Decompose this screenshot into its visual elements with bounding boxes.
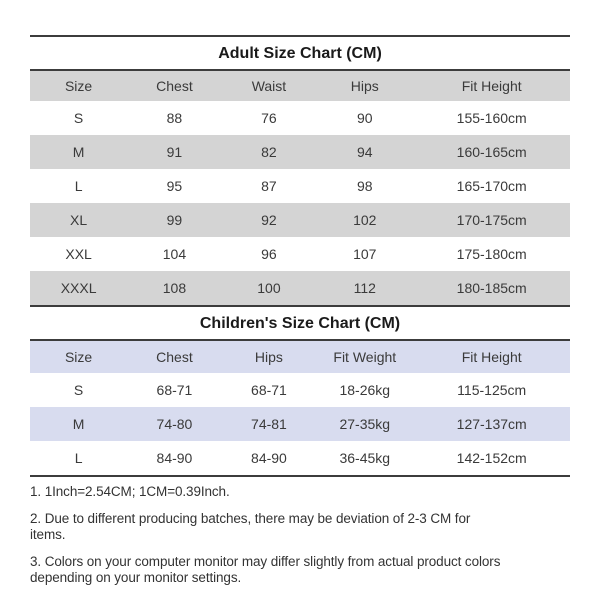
size-cell: 88 <box>166 110 183 126</box>
size-cell: M <box>30 135 128 169</box>
size-cell: 107 <box>353 246 377 262</box>
adult-size-table: Size Chest Waist Hips Fit Height S 88 76 90 155-… <box>30 69 570 307</box>
children-size-table: Size Chest Hips Fit Weight Fit Height S 68-71… <box>30 339 570 477</box>
size-cell: 84-90 <box>156 450 193 466</box>
column-header: Waist <box>221 70 317 101</box>
size-cell: 94 <box>316 135 414 169</box>
size-cell: 76 <box>261 110 277 126</box>
size-cell: 74-80 <box>127 407 222 441</box>
size-cell: 170-175cm <box>413 203 570 237</box>
size-cell: 180-185cm <box>413 271 570 306</box>
size-row: M 74-80 74-81 27-35kg 127-137cm <box>30 407 570 441</box>
footnote: 3. Colors on your computer monitor may d… <box>30 554 570 586</box>
footnote: 1. 1Inch=2.54CM; 1CM=0.39Inch. <box>30 484 570 500</box>
size-cell: 115-125cm <box>457 382 527 398</box>
size-row: S 88 76 90 155-160cm <box>30 101 570 135</box>
size-row: XL 99 92 102 170-175cm <box>30 203 570 237</box>
size-cell: 104 <box>162 246 187 262</box>
size-row: M 91 82 94 160-165cm <box>30 135 570 169</box>
footnotes: 1. 1Inch=2.54CM; 1CM=0.39Inch. 2. Due to … <box>30 477 570 586</box>
size-cell: 160-165cm <box>413 135 570 169</box>
size-cell: 74-81 <box>221 407 317 441</box>
size-cell: 99 <box>127 203 222 237</box>
adult-table-header: Size Chest Waist Hips Fit Height <box>30 70 570 101</box>
footnote-line: 2. Due to different producing batches, t… <box>30 511 471 526</box>
size-cell: 98 <box>356 178 373 194</box>
size-cell: 142-152cm <box>456 450 527 466</box>
size-row: L 84-90 84-90 36-45kg 142-152cm <box>30 441 570 476</box>
size-cell: 165-170cm <box>456 178 527 194</box>
size-cell: 90 <box>356 110 373 126</box>
size-cell: 36-45kg <box>339 450 391 466</box>
column-header: Size <box>30 340 128 373</box>
size-cell: 102 <box>316 203 414 237</box>
adult-table-body: S 88 76 90 155-160cm M 91 82 94 160-165cm L 95 87 98 1… <box>30 101 570 306</box>
size-cell: 100 <box>221 271 317 306</box>
size-cell: 96 <box>261 246 277 262</box>
footnote-line: depending on your monitor settings. <box>30 570 242 585</box>
size-row: S 68-71 68-71 18-26kg 115-125cm <box>30 373 570 407</box>
children-header-row: Size Chest Hips Fit Weight Fit Height <box>30 340 570 373</box>
size-cell: 92 <box>221 203 317 237</box>
size-cell: XL <box>30 203 128 237</box>
size-cell: S <box>73 110 84 126</box>
footnote-line: 1. 1Inch=2.54CM; 1CM=0.39Inch. <box>30 484 230 499</box>
children-chart-title: Children's Size Chart (CM) <box>199 315 401 332</box>
size-row: XXL 104 96 107 175-180cm <box>30 237 570 271</box>
column-header: Size <box>30 70 128 101</box>
size-cell: L <box>74 450 83 466</box>
size-cell: 127-137cm <box>413 407 570 441</box>
size-cell: S <box>73 382 84 398</box>
size-cell: 112 <box>316 271 414 306</box>
size-cell: 27-35kg <box>316 407 414 441</box>
top-divider <box>30 35 570 37</box>
children-table-header: Size Chest Hips Fit Weight Fit Height <box>30 340 570 373</box>
size-row: L 95 87 98 165-170cm <box>30 169 570 203</box>
children-table-body: S 68-71 68-71 18-26kg 115-125cm M 74-80 74-81 27… <box>30 373 570 476</box>
column-header: Chest <box>127 340 222 373</box>
column-header: Hips <box>221 340 317 373</box>
size-cell: L <box>74 178 83 194</box>
column-header: Fit Height <box>413 340 570 373</box>
size-row: XXXL 108 100 112 180-185cm <box>30 271 570 306</box>
size-cell: 108 <box>127 271 222 306</box>
size-cell: XXL <box>65 246 92 262</box>
column-header: Fit Weight <box>316 340 414 373</box>
size-cell: 18-26kg <box>339 382 391 398</box>
adult-header-row: Size Chest Waist Hips Fit Height <box>30 70 570 101</box>
column-header: Chest <box>127 70 222 101</box>
size-cell: 82 <box>221 135 317 169</box>
size-cell: 68-71 <box>251 382 287 398</box>
size-cell: 91 <box>127 135 222 169</box>
size-cell: 95 <box>166 178 183 194</box>
size-chart-document: Adult Size Chart (CM) Size Chest Waist Hips… <box>30 0 570 586</box>
column-header: Hips <box>316 70 414 101</box>
footnote: 2. Due to different producing batches, t… <box>30 511 570 543</box>
footnote-line: items. <box>30 527 66 542</box>
size-cell: 68-71 <box>156 382 193 398</box>
footnote-line: 3. Colors on your computer monitor may d… <box>30 554 501 569</box>
size-cell: XXXL <box>30 271 128 306</box>
size-cell: 87 <box>261 178 277 194</box>
adult-chart-title: Adult Size Chart (CM) <box>218 45 382 62</box>
size-cell: 155-160cm <box>456 110 527 126</box>
size-cell: 84-90 <box>251 450 287 466</box>
size-cell: M <box>30 407 128 441</box>
column-header: Fit Height <box>413 70 570 101</box>
size-cell: 175-180cm <box>456 246 527 262</box>
